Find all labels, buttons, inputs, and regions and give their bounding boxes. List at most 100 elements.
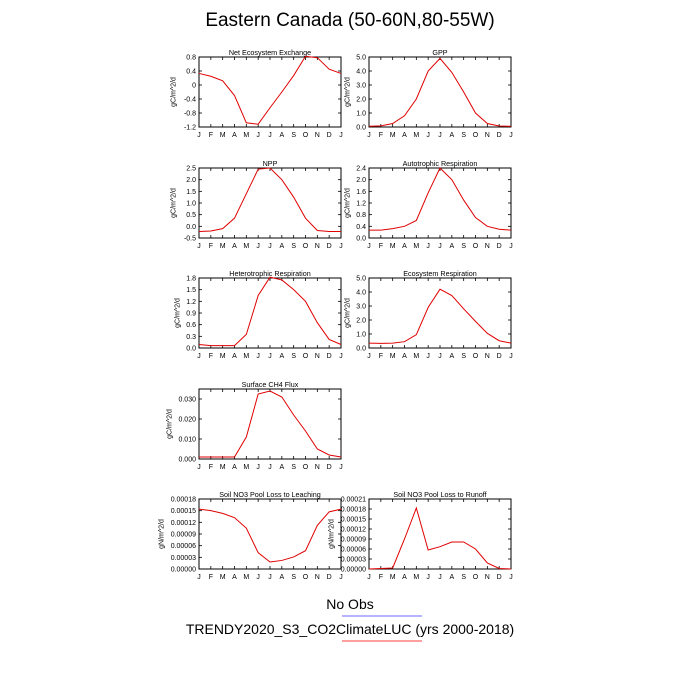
y-tick-label: 0.00006 [171,543,196,550]
x-tick-label: A [279,353,284,360]
x-tick-label: A [232,243,237,250]
y-axis-label: gC/m^2/d [170,77,177,107]
y-tick-label: 0.4 [186,69,196,76]
y-tick-label: 0.030 [178,397,196,404]
panel-frame [368,167,512,239]
y-tick-label: 0.0 [356,125,366,132]
x-tick-label: N [485,353,490,360]
y-axis-label: gC/m^2/d [170,188,177,218]
x-tick-label: J [438,132,442,139]
y-tick-label: 0.00012 [171,520,196,527]
x-tick-label: A [232,353,237,360]
x-tick-label: M [413,353,419,360]
x-tick-label: N [315,353,320,360]
x-tick-label: S [461,132,466,139]
y-tick-label: 5.0 [356,276,366,283]
panel-title: Soil NO3 Pool Loss to Runoff [393,490,486,499]
y-tick-label: 4.0 [356,290,366,297]
legend-model-label: TRENDY2020_S3_CO2ClimateLUC (yrs 2000-20… [185,621,515,637]
y-tick-label: -0.5 [184,236,196,243]
x-tick-label: A [232,464,237,471]
panel-title: Ecosystem Respiration [403,269,477,278]
y-tick-label: 0.00003 [341,557,366,564]
x-tick-label: J [197,574,201,581]
x-tick-label: N [315,243,320,250]
y-axis-label: gN/m^2/d [159,519,166,549]
x-tick-label: A [449,353,454,360]
x-tick-label: F [209,353,213,360]
y-tick-label: 2.0 [356,97,366,104]
y-tick-label: 0.00012 [341,527,366,534]
x-tick-label: A [279,132,284,139]
x-tick-label: F [209,243,213,250]
x-tick-label: J [256,464,260,471]
y-tick-label: 0.8 [356,212,366,219]
x-tick-label: D [497,132,502,139]
x-tick-label: J [509,132,513,139]
x-tick-label: S [461,574,466,581]
x-tick-label: A [402,132,407,139]
y-tick-label: 2.4 [356,166,366,173]
x-tick-label: A [232,574,237,581]
y-tick-label: 0.00015 [341,517,366,524]
y-tick-label: 5.0 [356,55,366,62]
x-tick-label: M [413,574,419,581]
x-tick-label: J [268,574,272,581]
panel-8: J F M A M J J A S O N D J0.000000.000030.000060.0000… [159,490,343,581]
y-tick-label: 0.00018 [171,497,196,504]
x-tick-label: J [197,132,201,139]
x-tick-label: M [220,353,226,360]
y-tick-label: 1.2 [186,299,196,306]
x-tick-label: M [243,464,249,471]
x-tick-label: J [438,243,442,250]
x-tick-label: J [268,353,272,360]
x-tick-label: J [426,243,430,250]
x-tick-label: D [327,243,332,250]
x-tick-label: D [327,464,332,471]
x-tick-label: J [339,132,343,139]
panel-frame [368,498,512,570]
x-tick-label: M [220,464,226,471]
y-tick-label: 0.00000 [341,567,366,574]
x-tick-label: J [509,574,513,581]
x-tick-label: D [327,353,332,360]
panel-title: Heterotrophic Respiration [229,269,311,278]
x-tick-label: J [268,464,272,471]
series-line [198,55,342,125]
y-tick-label: 3.0 [356,83,366,90]
panel-4: J F M A M J J A S O N D J0.00.30.60.91.21.51.8Hetero… [174,269,342,360]
x-tick-label: J [426,132,430,139]
x-tick-label: O [473,353,479,360]
x-tick-label: N [485,574,490,581]
panel-frame [198,56,342,128]
x-tick-label: D [327,574,332,581]
x-tick-label: S [291,574,296,581]
x-tick-label: O [303,464,309,471]
x-tick-label: J [339,574,343,581]
y-axis-label: gC/m^2/d [167,409,174,439]
x-tick-label: M [390,574,396,581]
x-tick-label: J [339,464,343,471]
x-tick-label: A [279,464,284,471]
x-tick-label: J [197,353,201,360]
series-line [199,390,342,458]
y-tick-label: 2.5 [186,166,196,173]
x-tick-label: M [390,353,396,360]
y-tick-label: 0.00018 [341,507,366,514]
y-tick-label: 1.5 [186,287,196,294]
legend-obs-label: No Obs [326,596,374,612]
x-tick-label: J [256,243,260,250]
x-tick-label: M [220,132,226,139]
y-tick-label: 0.00003 [171,555,196,562]
figure-title: Eastern Canada (50-60N,80-55W) [205,10,495,31]
panel-6: J F M A M J J A S O N D J0.0000.0100.0200.030Surface… [167,380,343,471]
x-tick-label: F [209,132,213,139]
x-tick-label: O [303,353,309,360]
y-tick-label: 1.0 [356,332,366,339]
y-axis-label: gC/m^2/d [344,77,351,107]
x-tick-label: J [256,353,260,360]
x-tick-label: N [485,243,490,250]
y-tick-label: 0.010 [178,437,196,444]
legend-model: TRENDY2020_S3_CO2ClimateLUC (yrs 2000-20… [0,621,700,637]
